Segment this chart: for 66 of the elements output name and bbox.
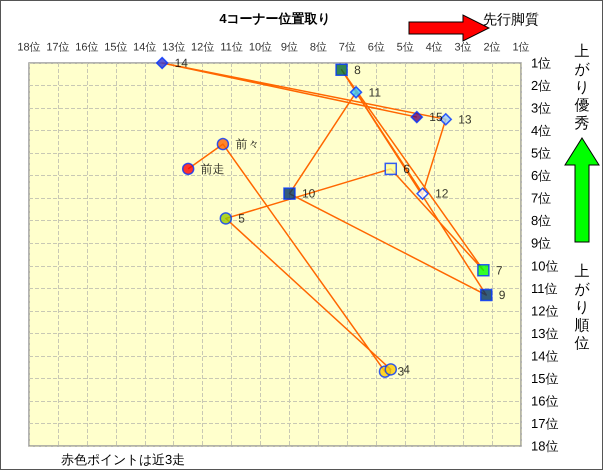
x-tick-label: 18位 — [17, 42, 41, 54]
x-tick-label: 4位 — [426, 42, 443, 54]
annotation: 13 — [458, 112, 472, 126]
annotation: 5 — [238, 211, 246, 226]
point — [335, 64, 348, 76]
point — [384, 162, 398, 176]
y-tick-label: 6位 — [531, 168, 552, 184]
y-tick-label: 1位 — [531, 56, 552, 70]
annotation: 7 — [496, 263, 503, 278]
x-tick-label: 1位 — [512, 42, 530, 54]
y-tick-label: 14位 — [531, 348, 558, 364]
point — [220, 212, 232, 225]
point — [384, 363, 398, 376]
x-tick-label: 12位 — [191, 42, 214, 54]
x-tick-label: 14位 — [133, 42, 156, 54]
point — [410, 110, 424, 124]
annotation: 11 — [368, 85, 382, 100]
y-tick-label: 18位 — [531, 438, 558, 454]
y-tick-label: 3位 — [531, 100, 552, 116]
x-tick-label: 9位 — [280, 42, 298, 54]
annotation: 4 — [403, 362, 410, 376]
text: 赤色ポイントは近3走 — [61, 451, 186, 469]
x-tick-label: 10位 — [248, 42, 272, 54]
y-tick-label: 17位 — [531, 416, 558, 431]
y-axis-title: 上がり順位 — [574, 263, 590, 353]
point — [416, 187, 429, 200]
x-tick-label: 7位 — [338, 42, 356, 54]
annotation: 前走 — [200, 162, 225, 176]
x-tick-label: 8位 — [310, 42, 327, 54]
annotation: 9 — [498, 288, 506, 302]
point — [216, 138, 230, 150]
x-tick-label: 5位 — [396, 42, 414, 54]
annotation: 14 — [174, 56, 188, 70]
annotation: 前々 — [235, 137, 260, 152]
x-tick-label: 2位 — [483, 42, 501, 54]
text: 上がり優秀 — [574, 43, 590, 133]
y-tick-label: 7位 — [531, 190, 552, 206]
point — [477, 264, 490, 277]
y-tick-label: 4位 — [531, 123, 552, 138]
x-tick-label: 13位 — [162, 42, 186, 54]
x-tick-label: 6位 — [368, 42, 385, 54]
point — [350, 86, 362, 99]
annotation: 8 — [354, 62, 362, 77]
annotation: 3 — [397, 364, 404, 379]
point — [283, 187, 296, 200]
x-tick-label: 3位 — [454, 42, 472, 54]
y-tick-label: 10位 — [531, 258, 558, 274]
y-tick-label: 13位 — [531, 326, 558, 341]
x-tick-label: 15位 — [104, 42, 128, 54]
y-tick-label: 15位 — [531, 370, 558, 386]
x-tick-label: 11位 — [220, 42, 243, 54]
y-tick-label: 9位 — [531, 236, 552, 251]
y-tick-label: 8位 — [531, 213, 552, 228]
y-tick-label: 11位 — [531, 280, 558, 296]
y-tick-label: 5位 — [531, 146, 552, 161]
text: 先行脚質 — [483, 11, 539, 29]
point — [156, 56, 168, 70]
y-tick-label: 16位 — [531, 393, 558, 408]
y-tick-label: 2位 — [531, 78, 552, 94]
point — [480, 288, 493, 302]
x-tick-label: 17位 — [46, 42, 70, 54]
x-axis-title: 4コーナー位置取り — [219, 11, 331, 26]
x-tick-label: 16位 — [75, 42, 99, 54]
y-tick-label: 12位 — [531, 303, 558, 318]
point — [182, 162, 194, 176]
annotation: 12 — [435, 186, 449, 201]
